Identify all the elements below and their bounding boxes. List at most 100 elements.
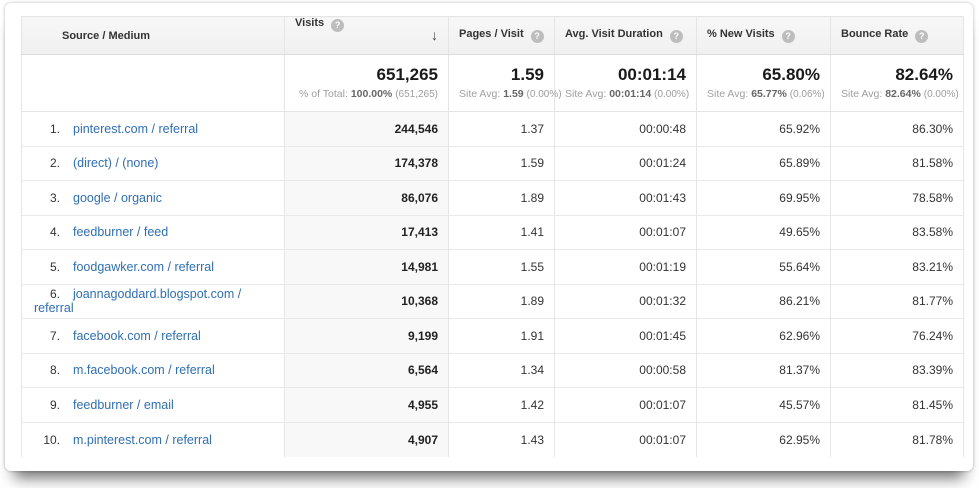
row-index: 10. bbox=[43, 432, 60, 447]
totals-summary-row: 651,265 % of Total: 100.00% (651,265) 1.… bbox=[21, 54, 964, 112]
column-label: Pages / Visit bbox=[459, 28, 524, 40]
source-medium-link[interactable]: google / organic bbox=[73, 190, 162, 205]
site-avg-new-visits-subtext: Site Avg: 65.77% (0.06%) bbox=[707, 88, 825, 100]
table-row: 2. (direct) / (none) 174,378 1.59 00:01:2… bbox=[21, 145, 964, 181]
source-medium-cell: 7. facebook.com / referral bbox=[21, 318, 285, 353]
avg-visit-duration-cell: 00:01:07 bbox=[554, 214, 697, 250]
column-header-pages-per-visit[interactable]: Pages / Visit? bbox=[448, 16, 555, 55]
column-header-source-medium[interactable]: Source / Medium bbox=[21, 16, 285, 55]
summary-duration-cell: 00:01:14 Site Avg: 00:01:14 (0.00%) bbox=[554, 54, 697, 112]
site-avg-pages-value: 1.59 bbox=[510, 65, 544, 84]
percent-new-visits-cell: 62.95% bbox=[696, 421, 831, 457]
visits-cell: 174,378 bbox=[284, 145, 449, 181]
summary-bounce-cell: 82.64% Site Avg: 82.64% (0.00%) bbox=[830, 54, 964, 112]
site-avg-bounce-value: 82.64% bbox=[895, 65, 953, 84]
table-header-row: Source / Medium Visits? ↓ Pages / Visit?… bbox=[21, 16, 964, 55]
percent-new-visits-cell: 62.96% bbox=[696, 318, 831, 353]
source-medium-cell: 8. m.facebook.com / referral bbox=[21, 352, 285, 388]
source-medium-table: Source / Medium Visits? ↓ Pages / Visit?… bbox=[21, 16, 964, 457]
total-visits-value: 651,265 bbox=[376, 65, 438, 84]
visits-cell: 6,564 bbox=[284, 352, 449, 388]
help-icon[interactable]: ? bbox=[530, 30, 544, 43]
table-row: 4. feedburner / feed 17,413 1.41 00:01:07… bbox=[21, 214, 964, 250]
row-index: 8. bbox=[49, 363, 60, 378]
column-label: Avg. Visit Duration bbox=[565, 28, 663, 40]
analytics-report-card: Source / Medium Visits? ↓ Pages / Visit?… bbox=[5, 3, 973, 471]
avg-visit-duration-cell: 00:01:07 bbox=[554, 421, 697, 457]
pages-per-visit-cell: 1.34 bbox=[448, 352, 555, 388]
bounce-rate-cell: 83.39% bbox=[830, 352, 964, 388]
visits-cell: 4,907 bbox=[284, 421, 449, 457]
column-label: % New Visits bbox=[707, 28, 775, 40]
visits-cell: 244,546 bbox=[284, 111, 449, 146]
column-header-bounce-rate[interactable]: Bounce Rate? bbox=[830, 16, 964, 55]
pages-per-visit-cell: 1.59 bbox=[448, 145, 555, 181]
visits-cell: 10,368 bbox=[284, 283, 449, 319]
source-medium-link[interactable]: (direct) / (none) bbox=[73, 156, 159, 171]
row-index: 5. bbox=[49, 259, 60, 274]
visits-cell: 86,076 bbox=[284, 180, 449, 215]
pages-per-visit-cell: 1.43 bbox=[448, 421, 555, 457]
source-medium-link[interactable]: foodgawker.com / referral bbox=[73, 259, 215, 274]
summary-visits-cell: 651,265 % of Total: 100.00% (651,265) bbox=[284, 54, 449, 112]
percent-new-visits-cell: 65.89% bbox=[696, 145, 831, 181]
pages-per-visit-cell: 1.55 bbox=[448, 249, 555, 284]
source-medium-link[interactable]: facebook.com / referral bbox=[73, 328, 201, 343]
bounce-rate-cell: 86.30% bbox=[830, 111, 964, 146]
row-index: 9. bbox=[49, 397, 60, 412]
help-icon[interactable]: ? bbox=[915, 30, 929, 43]
column-header-visits[interactable]: Visits? ↓ bbox=[284, 16, 449, 55]
source-medium-cell: 4. feedburner / feed bbox=[21, 214, 285, 250]
row-index: 6. bbox=[49, 287, 60, 302]
pages-per-visit-cell: 1.91 bbox=[448, 318, 555, 353]
avg-visit-duration-cell: 00:01:07 bbox=[554, 387, 697, 422]
source-medium-link[interactable]: pinterest.com / referral bbox=[73, 121, 199, 136]
bounce-rate-cell: 78.58% bbox=[830, 180, 964, 215]
bounce-rate-cell: 83.21% bbox=[830, 249, 964, 284]
pages-per-visit-cell: 1.89 bbox=[448, 283, 555, 319]
avg-visit-duration-cell: 00:01:45 bbox=[554, 318, 697, 353]
column-label: Bounce Rate bbox=[841, 28, 909, 40]
column-header-avg-visit-duration[interactable]: Avg. Visit Duration? bbox=[554, 16, 697, 55]
help-icon[interactable]: ? bbox=[331, 19, 345, 32]
column-header-percent-new-visits[interactable]: % New Visits? bbox=[696, 16, 831, 55]
table-row: 1. pinterest.com / referral 244,546 1.37 … bbox=[21, 111, 964, 146]
row-index: 4. bbox=[49, 225, 60, 240]
bounce-rate-cell: 81.77% bbox=[830, 283, 964, 319]
source-medium-link[interactable]: m.pinterest.com / referral bbox=[73, 432, 212, 447]
sort-descending-icon[interactable]: ↓ bbox=[431, 27, 438, 43]
column-label: Visits bbox=[295, 17, 325, 29]
source-medium-cell: 5. foodgawker.com / referral bbox=[21, 249, 285, 284]
site-avg-bounce-subtext: Site Avg: 82.64% (0.00%) bbox=[841, 88, 959, 100]
pages-per-visit-cell: 1.89 bbox=[448, 180, 555, 215]
percent-new-visits-cell: 55.64% bbox=[696, 249, 831, 284]
visits-cell: 17,413 bbox=[284, 214, 449, 250]
avg-visit-duration-cell: 00:00:58 bbox=[554, 352, 697, 388]
total-visits-subtext: % of Total: 100.00% (651,265) bbox=[299, 88, 438, 100]
row-index: 7. bbox=[49, 328, 60, 343]
source-medium-link[interactable]: feedburner / email bbox=[73, 397, 174, 412]
source-medium-cell: 3. google / organic bbox=[21, 180, 285, 215]
table-row: 9. feedburner / email 4,955 1.42 00:01:07… bbox=[21, 387, 964, 422]
site-avg-duration-subtext: Site Avg: 00:01:14 (0.00%) bbox=[565, 88, 690, 100]
summary-pages-cell: 1.59 Site Avg: 1.59 (0.00%) bbox=[448, 54, 562, 112]
table-row: 8. m.facebook.com / referral 6,564 1.34 0… bbox=[21, 352, 964, 388]
pages-per-visit-cell: 1.37 bbox=[448, 111, 555, 146]
bounce-rate-cell: 81.45% bbox=[830, 387, 964, 422]
source-medium-link[interactable]: m.facebook.com / referral bbox=[73, 363, 215, 378]
bounce-rate-cell: 81.58% bbox=[830, 145, 964, 181]
avg-visit-duration-cell: 00:01:19 bbox=[554, 249, 697, 284]
source-medium-link[interactable]: feedburner / feed bbox=[73, 225, 169, 240]
visits-cell: 14,981 bbox=[284, 249, 449, 284]
percent-new-visits-cell: 86.21% bbox=[696, 283, 831, 319]
avg-visit-duration-cell: 00:01:43 bbox=[554, 180, 697, 215]
column-label: Source / Medium bbox=[62, 29, 151, 42]
source-medium-cell: 6. joannagoddard.blogspot.com / referral bbox=[21, 283, 285, 319]
avg-visit-duration-cell: 00:00:48 bbox=[554, 111, 697, 146]
visits-cell: 4,955 bbox=[284, 387, 449, 422]
help-icon[interactable]: ? bbox=[781, 30, 795, 43]
site-avg-pages-subtext: Site Avg: 1.59 (0.00%) bbox=[459, 88, 562, 100]
source-medium-link[interactable]: joannagoddard.blogspot.com / referral bbox=[34, 287, 242, 316]
help-icon[interactable]: ? bbox=[669, 30, 683, 43]
site-avg-new-visits-value: 65.80% bbox=[762, 65, 820, 84]
